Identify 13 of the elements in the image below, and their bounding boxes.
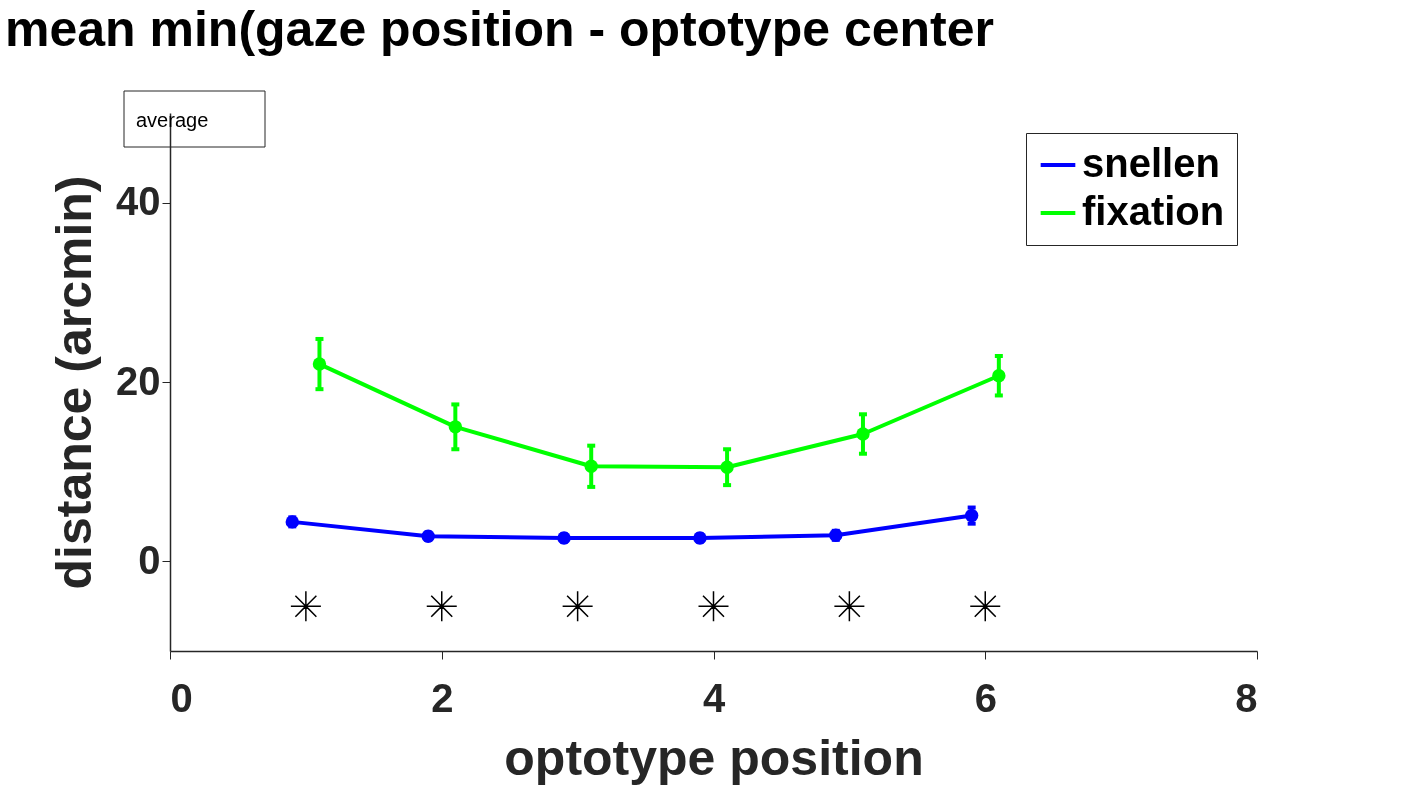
legend-label: snellen — [1082, 141, 1220, 185]
y-tick-label: 40 — [116, 179, 161, 224]
y-tick-label: 0 — [138, 537, 161, 582]
x-tick-label: 4 — [702, 675, 726, 720]
x-tick-label: 2 — [431, 675, 454, 720]
x-tick-label: 6 — [974, 675, 997, 720]
x-axis-title: optotype position — [504, 729, 924, 786]
y-axis-title: distance (arcmin) — [46, 175, 103, 590]
x-tick-label: 0 — [170, 675, 193, 720]
y-tick-label: 20 — [116, 358, 161, 403]
x-tick-label: 8 — [1235, 675, 1258, 720]
chart-title: mean min(gaze position - optotype center — [5, 0, 994, 57]
legend-label: fixation — [1082, 189, 1225, 233]
